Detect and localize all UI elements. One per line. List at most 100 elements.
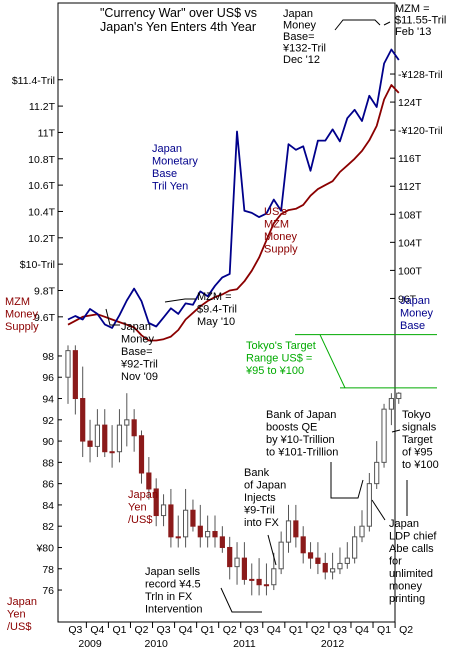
candle-body-5 <box>102 424 108 453</box>
candle-body-25 <box>249 578 255 581</box>
candle-body-31 <box>293 520 299 538</box>
right-tick-label-8: 96T <box>398 293 417 305</box>
candle-body-17 <box>190 509 196 527</box>
annotation-japan-monetary-base-line-1: Monetary <box>152 156 198 168</box>
yen-tick-label-0: 98 <box>42 351 54 363</box>
yen-tick-label-2: 94 <box>42 394 54 406</box>
annotation-money-base-dec12-line-2: Base= <box>283 31 315 43</box>
candle-body-43 <box>381 408 387 463</box>
x-quarter-label-13: Q4 <box>355 624 369 636</box>
candle-body-9 <box>131 419 137 437</box>
left-tick-label-8: 9.8T <box>34 285 56 297</box>
leader-tokyo-signals-1 <box>391 429 401 433</box>
annotation-us-mzm-line-2: Money <box>264 231 298 243</box>
annotation-yen-usd-line-1: Yen <box>128 502 147 514</box>
candle-body-15 <box>175 536 181 539</box>
candle-body-8 <box>124 419 130 426</box>
left-tick-label-1: 11.2T <box>29 101 56 113</box>
candle-body-20 <box>212 531 218 538</box>
annotation-yen-usd-line-2: /US$ <box>128 514 152 526</box>
annotation-mzm-feb13-line-2: Feb '13 <box>395 26 431 38</box>
annotation-abe-unlimited-line-5: money <box>389 581 423 593</box>
x-quarter-label-9: Q4 <box>267 624 281 636</box>
candle-body-4 <box>94 424 101 447</box>
annotation-money-base-nov09-line-3: ¥92-Tril <box>120 359 158 371</box>
annotation-abe-unlimited-line-4: unlimited <box>389 568 433 580</box>
candle-body-2 <box>80 398 86 442</box>
left-tick-label-6: 10.2T <box>28 233 55 245</box>
mzm-line <box>67 84 400 342</box>
right-tick-label-7: 100T <box>398 265 423 277</box>
x-quarter-label-1: Q4 <box>90 624 104 636</box>
candle-body-28 <box>271 568 277 586</box>
x-quarter-label-2: Q1 <box>112 624 126 636</box>
leader-mzm-may10 <box>164 298 196 303</box>
leader-money-base-dec12 <box>334 19 381 31</box>
candle-body-38 <box>344 557 350 564</box>
annotation-abe-unlimited-line-6: printing <box>389 593 425 605</box>
candle-body-39 <box>352 536 358 559</box>
candle-body-13 <box>160 504 167 517</box>
annotation-tokyo-signals-line-3: of ¥95 <box>402 447 433 459</box>
x-quarter-label-3: Q2 <box>134 624 148 636</box>
chart-title-line-0: "Currency War" over US$ vs <box>100 6 257 20</box>
candle-body-23 <box>234 557 240 568</box>
annotation-abe-unlimited-line-3: for <box>389 556 402 568</box>
annotation-boj-injects-line-3: ¥9-Tril <box>243 505 275 517</box>
annotation-tokyo-signals-line-1: signals <box>402 422 437 434</box>
candle-body-21 <box>219 536 225 548</box>
annotation-boj-injects-line-4: into FX <box>244 517 280 529</box>
x-quarter-label-7: Q2 <box>223 624 237 636</box>
leader-mzm-feb13 <box>383 21 391 26</box>
right-tick-label-0: -¥128-Tril <box>398 69 443 81</box>
yen-tick-label-10: 78 <box>42 564 54 576</box>
target-range-connector <box>319 334 346 389</box>
right-tick-label-1: 124T <box>398 97 423 109</box>
yen-tick-label-1: 96 <box>42 372 54 384</box>
left-tick-label-0: $11.4-Tril <box>12 75 55 87</box>
annotation-abe-unlimited-line-1: LDP chief <box>389 531 437 543</box>
candle-body-11 <box>146 472 152 490</box>
annotation-boj-injects-line-2: Injects <box>244 492 276 504</box>
annotation-mzm-feb13-line-1: $11.55-Tril <box>395 15 446 27</box>
left-tick-label-5: 10.4T <box>28 206 55 218</box>
candle-body-30 <box>285 520 292 543</box>
annotation-money-base-nov09-line-1: Money <box>121 334 155 346</box>
left-axis-label-line-2: Supply <box>5 321 39 333</box>
candle-body-37 <box>337 562 343 570</box>
yen-axis-label-line-0: Japan <box>7 596 37 608</box>
left-tick-label-3: 10.8T <box>28 154 55 166</box>
x-year-label-0: 2009 <box>78 638 102 650</box>
plot-frame <box>57 2 396 623</box>
x-year-label-2: 2011 <box>233 638 256 650</box>
left-tick-label-7: $10-Tril <box>20 259 55 271</box>
yen-tick-label-3: 92 <box>42 415 54 427</box>
annotation-japan-monetary-base-line-3: Tril Yen <box>152 181 188 193</box>
annotation-money-base-nov09-line-2: Base= <box>121 346 153 358</box>
candle-body-33 <box>307 552 314 559</box>
yen-tick-label-6: 86 <box>42 479 54 491</box>
target-range-label-line-2: ¥95 to ¥100 <box>245 365 304 377</box>
candle-body-40 <box>359 525 365 538</box>
annotation-japan-sells-record-line-2: Trln in FX <box>145 591 193 603</box>
leader-money-base-nov09 <box>105 308 120 326</box>
x-quarter-label-4: Q3 <box>157 624 171 636</box>
annotation-tokyo-signals-line-2: Target <box>402 434 433 446</box>
yen-axis-label-line-2: /US$ <box>7 621 31 633</box>
left-axis-label-line-0: MZM <box>5 296 30 308</box>
candle-body-24 <box>241 557 248 580</box>
annotation-money-base-dec12-line-3: ¥132-Tril <box>282 43 326 55</box>
right-tick-label-4: 112T <box>398 181 422 193</box>
x-year-label-3: 2012 <box>321 638 345 650</box>
yen-tick-label-5: 88 <box>42 457 54 469</box>
right-tick-label-3: 116T <box>398 153 422 165</box>
x-year-label-1: 2010 <box>145 638 169 650</box>
yen-tick-label-4: 90 <box>42 436 54 448</box>
annotation-money-base-dec12-line-4: Dec '12 <box>283 54 320 66</box>
annotation-japan-monetary-base-line-0: Japan <box>152 143 182 155</box>
annotation-mzm-may10-line-1: $9.4-Tril <box>197 304 237 316</box>
annotation-money-base-dec12-line-1: Money <box>283 20 317 32</box>
japan-monetary-base-line <box>67 48 400 329</box>
leader-boj-injects <box>267 534 277 566</box>
